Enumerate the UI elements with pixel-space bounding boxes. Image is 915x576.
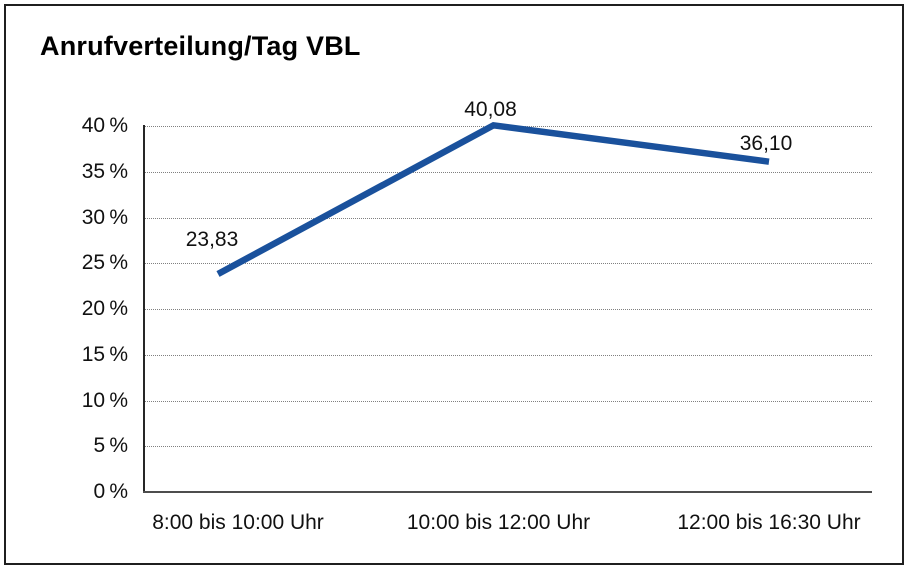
chart-frame	[4, 4, 904, 565]
y-tick-label: 5 %	[93, 434, 128, 458]
x-tick-label: 10:00 bis 12:00 Uhr	[406, 511, 591, 534]
x-axis-line	[143, 491, 872, 493]
gridline-10-pct	[143, 400, 872, 402]
y-tick-label: 30 %	[81, 205, 128, 229]
x-tick-label: 12:00 bis 16:30 Uhr	[677, 511, 861, 534]
gridline-30-pct	[143, 217, 872, 219]
y-tick-label: 15 %	[81, 342, 128, 366]
y-tick-label: 40 %	[81, 114, 128, 137]
x-tick-label: 8:00 bis 10:00 Uhr	[152, 511, 324, 534]
y-tick-label: 35 %	[81, 159, 128, 183]
data-point-label: 23,83	[185, 227, 239, 251]
y-tick-label: 25 %	[81, 251, 128, 275]
gridline-5-pct	[143, 446, 872, 448]
chart-title: Anrufverteilung/Tag VBL	[40, 31, 361, 61]
data-series-line	[216, 121, 770, 277]
gridline-35-pct	[143, 171, 872, 173]
y-tick-label: 0 %	[93, 480, 128, 503]
data-point-label: 40,08	[464, 98, 517, 122]
trend-line-svg	[216, 121, 770, 277]
gridline-25-pct	[143, 263, 872, 265]
gridline-20-pct	[143, 309, 872, 310]
y-axis-line	[143, 125, 145, 492]
gridline-15-pct	[143, 354, 872, 356]
y-tick-label: 10 %	[81, 388, 128, 412]
y-tick-label: 20 %	[81, 297, 128, 320]
data-point-label: 36,10	[739, 131, 793, 155]
